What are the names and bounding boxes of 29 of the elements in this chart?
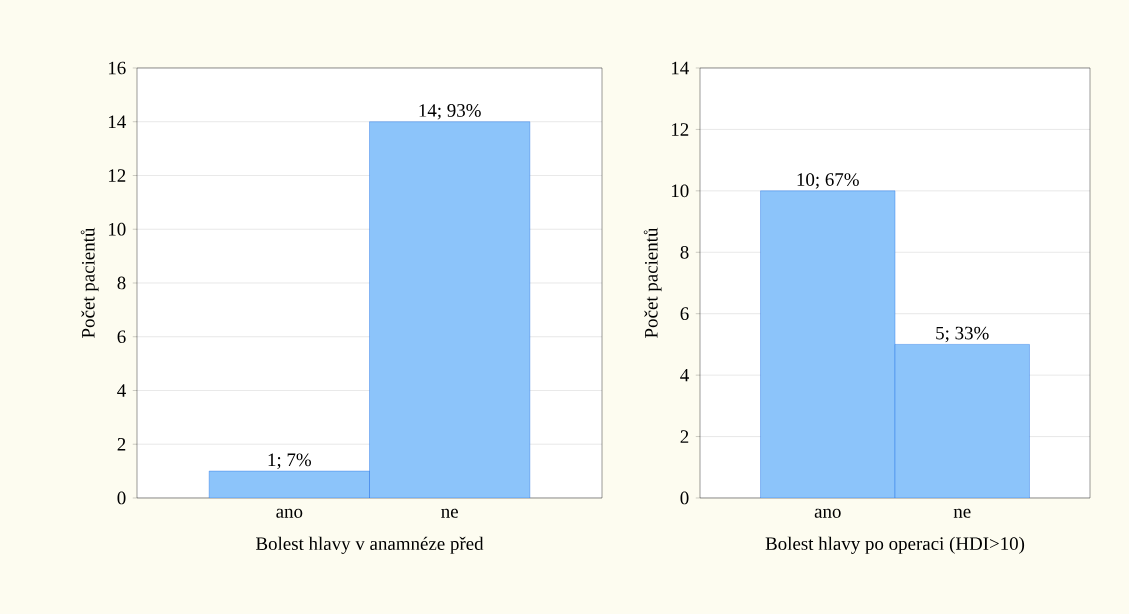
- x-tick-label: ano: [276, 508, 303, 518]
- y-tick-label: 14: [671, 61, 689, 75]
- y-tick-label: 6: [117, 330, 126, 344]
- y-tick-label: 6: [680, 307, 689, 321]
- x-tick-label: ne: [441, 508, 458, 518]
- y-axis-title: Počet pacientů: [643, 227, 662, 338]
- y-axis-title: Počet pacientů: [80, 227, 99, 338]
- y-tick-label: 2: [680, 430, 689, 443]
- y-tick-label: 0: [680, 491, 689, 505]
- data-label: 14; 93%: [419, 104, 481, 120]
- y-tick-label: 4: [117, 384, 126, 397]
- y-tick-label: 14: [108, 115, 126, 128]
- y-tick-label: 12: [108, 169, 126, 182]
- y-tick-label: 8: [680, 245, 689, 259]
- y-tick-label: 10: [108, 222, 126, 236]
- y-tick-label: 10: [671, 184, 689, 198]
- data-label: 1; 7%: [268, 453, 312, 469]
- y-tick-label: 4: [680, 368, 689, 382]
- y-tick-label: 8: [117, 276, 126, 290]
- x-tick-label: ano: [814, 508, 841, 518]
- x-axis-title: Bolest hlavy v anamnéze před: [256, 536, 484, 554]
- x-axis-title: Bolest hlavy po operaci (HDI>10): [765, 536, 1025, 554]
- y-tick-label: 0: [117, 491, 126, 505]
- y-tick-label: 2: [117, 437, 126, 451]
- y-tick-label: 12: [671, 123, 689, 136]
- data-label: 10; 67%: [797, 173, 859, 189]
- x-tick-label: ne: [953, 508, 971, 518]
- y-tick-label: 16: [108, 61, 126, 75]
- data-label: 5; 33%: [936, 326, 989, 343]
